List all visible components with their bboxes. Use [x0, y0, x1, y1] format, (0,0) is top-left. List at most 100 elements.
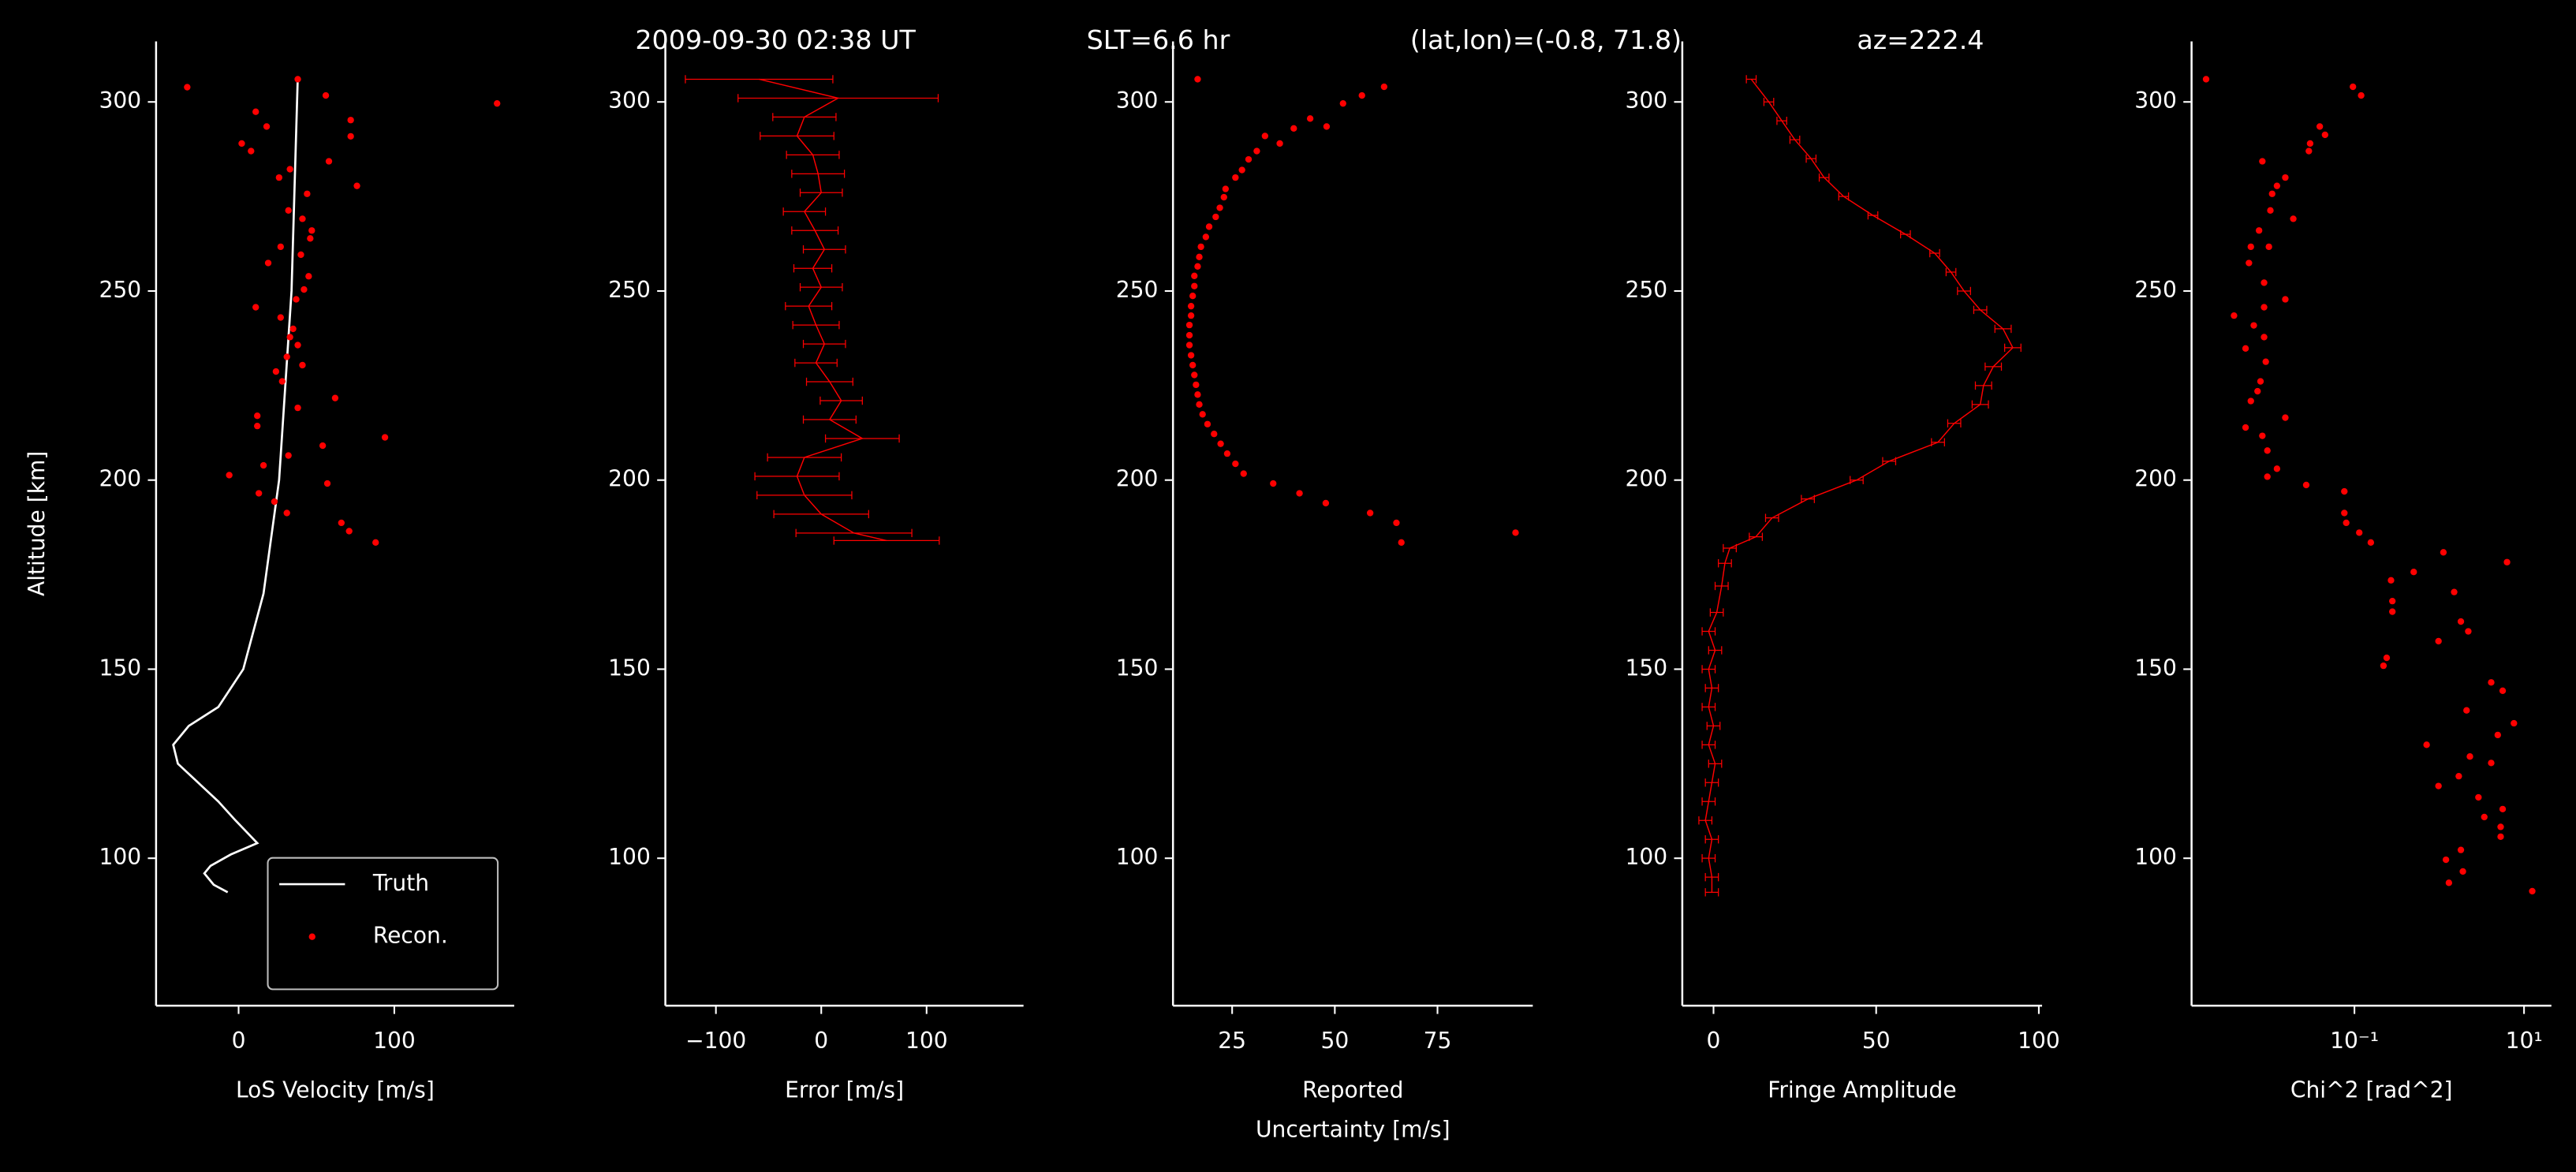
x-axis-label: Error [m/s] — [785, 1077, 904, 1103]
data-point — [1187, 352, 1195, 359]
data-point — [2455, 772, 2462, 780]
data-point — [1220, 193, 1227, 201]
data-point — [2306, 140, 2314, 147]
data-point — [1290, 125, 1297, 132]
data-point — [2423, 741, 2430, 748]
data-point — [331, 394, 339, 401]
data-point — [1196, 253, 1203, 260]
data-point — [2302, 481, 2310, 489]
data-point — [1189, 293, 1197, 300]
title-slt: SLT=6.6 hr — [1087, 24, 1230, 55]
data-point — [2264, 447, 2271, 454]
data-point — [2247, 243, 2254, 251]
data-point — [283, 509, 290, 517]
data-point — [2389, 608, 2396, 615]
data-point — [319, 442, 327, 450]
data-point — [1366, 509, 1374, 517]
data-point — [1512, 529, 1519, 536]
title-location: (lat,lon)=(-0.8, 71.8) — [1410, 24, 1682, 55]
data-point — [297, 251, 304, 259]
data-line — [172, 77, 299, 894]
data-point — [286, 334, 293, 341]
legend-marker — [308, 933, 315, 940]
data-point — [1240, 470, 1247, 477]
data-point — [1185, 321, 1193, 329]
data-line — [759, 78, 887, 542]
data-point — [2488, 679, 2495, 686]
data-point — [2457, 846, 2465, 853]
y-tick-label: 300 — [99, 88, 141, 114]
y-tick-label: 250 — [1116, 277, 1159, 303]
data-point — [308, 227, 315, 234]
data-point — [1253, 147, 1260, 155]
data-point — [1323, 123, 1331, 130]
data-point — [294, 76, 301, 83]
data-point — [275, 174, 283, 181]
data-point — [1194, 76, 1201, 83]
x-tick-label: 50 — [1862, 1028, 1891, 1054]
data-point — [1193, 381, 1200, 389]
data-point — [2282, 296, 2289, 303]
data-point — [2440, 549, 2447, 556]
data-point — [2268, 190, 2275, 197]
data-point — [2442, 856, 2450, 864]
data-point — [1223, 450, 1231, 457]
y-tick-label: 200 — [1116, 466, 1159, 492]
data-point — [2503, 558, 2511, 565]
data-point — [1306, 115, 1314, 122]
data-point — [1194, 391, 1201, 398]
data-point — [2264, 473, 2271, 480]
data-point — [2282, 174, 2289, 181]
data-point — [1238, 166, 1245, 174]
data-point — [2242, 424, 2249, 431]
data-point — [2380, 662, 2387, 670]
y-tick-label: 200 — [99, 466, 141, 492]
data-point — [2497, 823, 2504, 830]
x-tick-label: 50 — [1320, 1028, 1349, 1054]
data-point — [2255, 227, 2263, 234]
data-point — [347, 133, 354, 140]
x-axis-label: Chi^2 [rad^2] — [2290, 1077, 2453, 1103]
data-point — [2282, 414, 2289, 421]
data-point — [2261, 279, 2268, 286]
y-tick-label: 300 — [1116, 88, 1159, 114]
data-point — [2350, 83, 2357, 91]
data-point — [293, 296, 300, 303]
data-point — [345, 528, 353, 535]
data-point — [1322, 499, 1330, 507]
data-point — [1211, 431, 1218, 438]
data-point — [1191, 272, 1198, 279]
data-point — [2202, 76, 2210, 83]
data-point — [2358, 91, 2365, 99]
x-axis-label: LoS Velocity [m/s] — [236, 1077, 435, 1103]
data-point — [1222, 185, 1230, 192]
legend-label: Recon. — [373, 923, 448, 949]
data-point — [2389, 597, 2396, 605]
data-point — [1232, 174, 1239, 181]
data-point — [1393, 519, 1400, 527]
data-point — [2466, 753, 2473, 760]
y-tick-label: 100 — [608, 844, 651, 870]
data-point — [381, 434, 389, 441]
data-point — [2341, 509, 2348, 517]
data-point — [2475, 793, 2482, 801]
data-point — [2316, 123, 2324, 130]
data-point — [1245, 155, 1253, 163]
data-point — [2259, 158, 2266, 165]
y-tick-label: 100 — [2134, 844, 2177, 870]
data-point — [264, 259, 272, 267]
data-point — [2343, 519, 2350, 527]
y-tick-label: 150 — [99, 655, 141, 681]
data-point — [1398, 539, 1405, 546]
y-axis-label: Altitude [km] — [24, 451, 50, 596]
data-point — [1380, 83, 1388, 91]
data-point — [2499, 805, 2507, 813]
data-point — [1197, 243, 1204, 251]
x-tick-label: 100 — [2018, 1028, 2060, 1054]
data-point — [494, 99, 501, 107]
data-point — [2463, 707, 2470, 714]
data-point — [1212, 213, 1219, 221]
legend-label: Truth — [372, 870, 429, 896]
data-point — [1339, 99, 1346, 107]
data-point — [277, 314, 284, 321]
